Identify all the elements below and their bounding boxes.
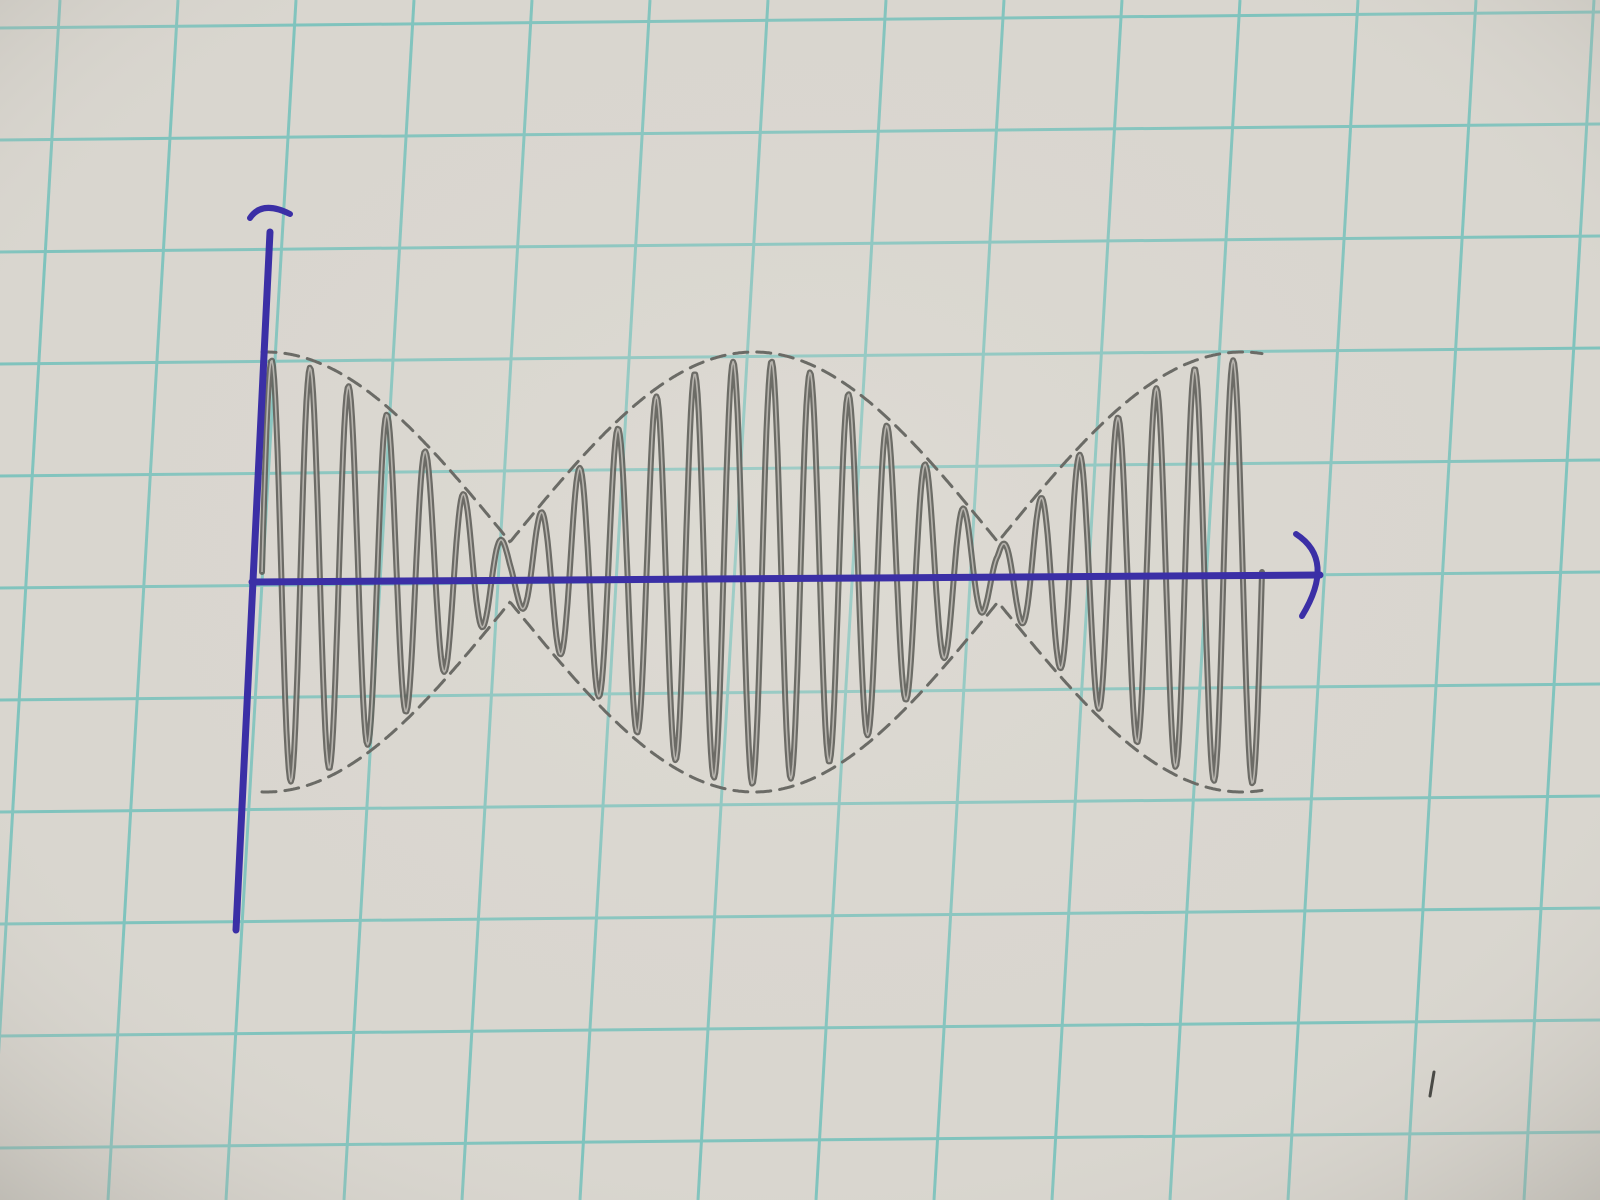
x-axis-arrow (1293, 531, 1321, 619)
beat-waveform-inner (261, 359, 1263, 785)
envelope-upper-dashed (260, 350, 1264, 544)
stray-pencil-mark (1428, 1070, 1436, 1098)
y-axis-arrow (247, 205, 293, 221)
x-axis (248, 571, 1324, 586)
envelope-lower-dashed (260, 600, 1264, 794)
